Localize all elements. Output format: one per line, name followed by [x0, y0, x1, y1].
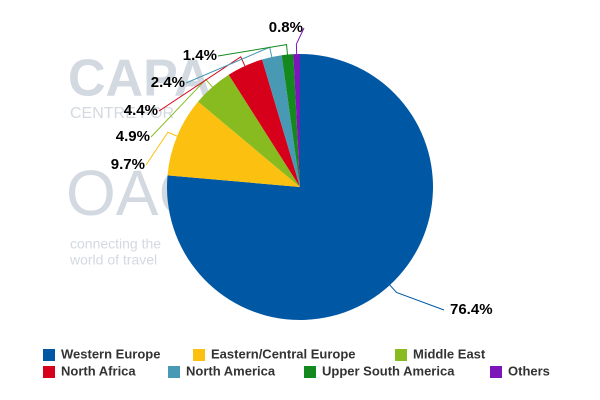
data-label: 2.4%	[151, 74, 185, 91]
leader-line	[145, 131, 178, 166]
legend-label: North America	[186, 363, 276, 378]
legend-label: Middle East	[413, 346, 486, 361]
watermark-text: world of travel	[69, 252, 157, 268]
legend-swatch	[43, 349, 55, 361]
legend-label: North Africa	[61, 363, 136, 378]
data-label: 1.4%	[183, 47, 217, 64]
legend-swatch	[43, 366, 55, 378]
pie-slice	[167, 101, 300, 187]
data-label: 4.4%	[124, 102, 158, 119]
legend-swatch	[304, 366, 316, 378]
data-label: 76.4%	[450, 301, 493, 318]
legend-swatch	[168, 366, 180, 378]
pie-slice	[198, 74, 300, 187]
legend-swatch	[490, 366, 502, 378]
legend-label: Eastern/Central Europe	[211, 346, 356, 361]
pie-slice	[262, 55, 300, 187]
watermark-text: connecting the	[70, 236, 161, 252]
leader-line	[389, 284, 445, 311]
leader-line	[217, 44, 288, 57]
pie-slice	[228, 59, 300, 187]
legend-label: Western Europe	[61, 346, 160, 361]
pie-slice	[293, 54, 300, 187]
pie-slice	[281, 54, 300, 187]
data-label: 4.9%	[116, 128, 150, 145]
leader-line	[295, 27, 305, 55]
data-label: 0.8%	[269, 19, 303, 36]
legend-swatch	[395, 349, 407, 361]
data-label: 9.7%	[111, 156, 145, 173]
legend-swatch	[193, 349, 205, 361]
leader-line	[158, 56, 246, 112]
watermark: CAPA CENTRE FOR OAG connecting the world…	[66, 50, 211, 268]
watermark-text: CENTRE FOR	[70, 105, 174, 122]
legend-label: Upper South America	[322, 363, 455, 378]
legend-label: Others	[508, 363, 550, 378]
